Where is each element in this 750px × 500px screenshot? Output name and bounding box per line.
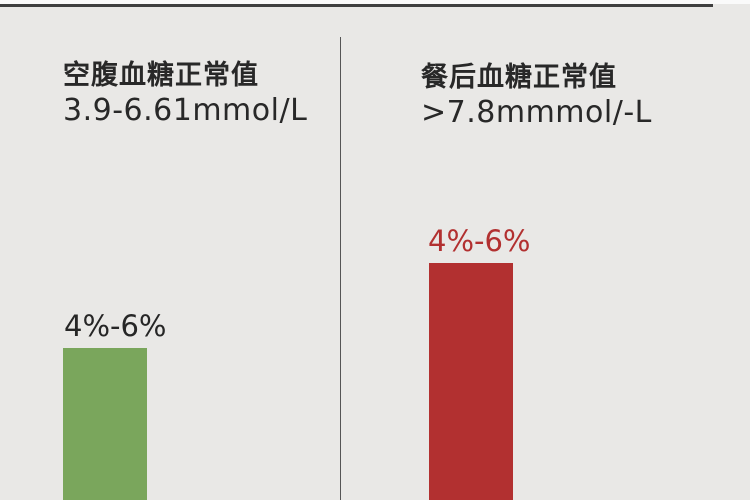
postprandial-bar (429, 263, 513, 500)
fasting-title-text: 空腹血糖正常值 (63, 60, 259, 91)
fasting-bar-label: 4%-6% (64, 309, 167, 343)
fasting-title: 空腹血糖正常值 3.9-6.61mmol/L (63, 58, 307, 128)
postprandial-title: 餐后血糖正常值 >7.8mmmol/-L (421, 60, 652, 130)
top-margin-strip (0, 0, 750, 4)
postprandial-range-value: >7.8mmmol/-L (421, 95, 652, 130)
postprandial-title-text: 餐后血糖正常值 (421, 62, 617, 93)
vertical-divider (339, 37, 342, 500)
fasting-bar (63, 348, 147, 500)
top-rule (0, 4, 713, 7)
fasting-range-value: 3.9-6.61mmol/L (63, 93, 308, 128)
postprandial-bar-label: 4%-6% (428, 224, 531, 258)
